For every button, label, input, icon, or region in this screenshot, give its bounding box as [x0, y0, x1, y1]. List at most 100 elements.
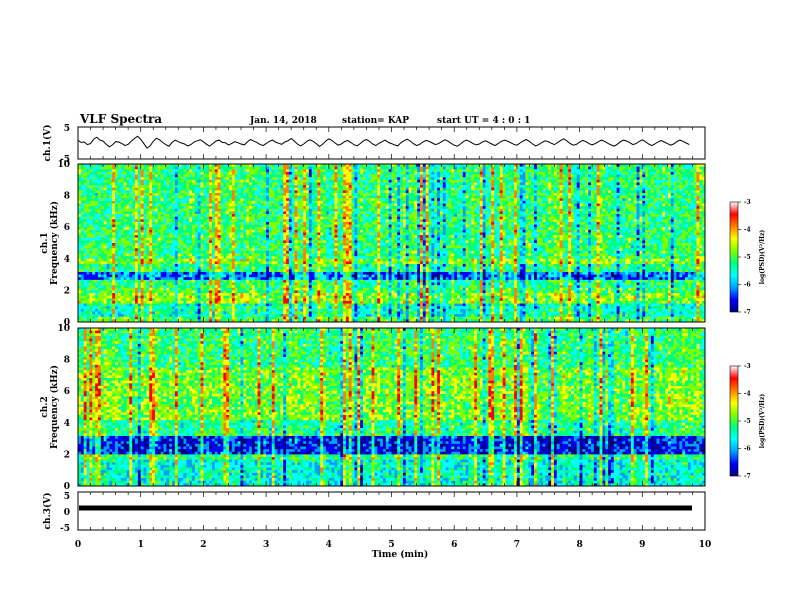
- spectrogram-cell: [98, 214, 101, 217]
- spectrogram-cell: [135, 219, 138, 222]
- spectrogram-cell: [414, 182, 417, 185]
- spectrogram-cell: [272, 211, 275, 214]
- spectrogram-cell: [431, 169, 434, 172]
- spectrogram-cell: [688, 196, 691, 199]
- spectrogram-cell: [201, 182, 204, 185]
- spectrogram-cell: [352, 201, 355, 204]
- spectrogram-cell: [537, 201, 540, 204]
- spectrogram-cell: [651, 185, 654, 188]
- spectrogram-cell: [406, 217, 409, 220]
- spectrogram-cell: [332, 169, 335, 172]
- spectrogram-cell: [372, 219, 375, 222]
- spectrogram-cell: [206, 206, 209, 209]
- spectrogram-cell: [685, 185, 688, 188]
- spectrogram-cell: [614, 198, 617, 201]
- spectrogram-cell: [622, 193, 625, 196]
- spectrogram-cell: [337, 193, 340, 196]
- spectrogram-cell: [258, 201, 261, 204]
- spectrogram-cell: [585, 201, 588, 204]
- spectrogram-cell: [141, 167, 144, 170]
- spectrogram-cell: [600, 172, 603, 175]
- spectrogram-cell: [189, 190, 192, 193]
- spectrogram-cell: [346, 217, 349, 220]
- spectrogram-cell: [278, 201, 281, 204]
- spectrogram-cell: [340, 167, 343, 170]
- spectrogram-cell: [255, 182, 258, 185]
- spectrogram-cell: [366, 196, 369, 199]
- spectrogram-cell: [400, 214, 403, 217]
- spectrogram-cell: [360, 217, 363, 220]
- spectrogram-cell: [286, 204, 289, 207]
- spectrogram-cell: [203, 217, 206, 220]
- spectrogram-cell: [483, 172, 486, 175]
- spectrogram-cell: [617, 182, 620, 185]
- spectrogram-cell: [577, 219, 580, 222]
- spectrogram-cell: [543, 180, 546, 183]
- spectrogram-cell: [315, 169, 318, 172]
- spectrogram-cell: [699, 214, 702, 217]
- spectrogram-cell: [155, 211, 158, 214]
- spectrogram-cell: [491, 214, 494, 217]
- spectrogram-cell: [671, 219, 674, 222]
- spectrogram-cell: [212, 190, 215, 193]
- spectrogram-cell: [468, 193, 471, 196]
- spectrogram-cell: [104, 167, 107, 170]
- spectrogram-cell: [434, 211, 437, 214]
- spectrogram-cell: [591, 175, 594, 178]
- spectrogram-cell: [340, 190, 343, 193]
- spectrogram-cell: [574, 180, 577, 183]
- spectrogram-cell: [520, 196, 523, 199]
- spectrogram-cell: [548, 190, 551, 193]
- spectrogram-cell: [126, 204, 129, 207]
- spectrogram-cell: [201, 188, 204, 191]
- spectrogram-cell: [372, 188, 375, 191]
- spectrogram-cell: [229, 217, 232, 220]
- spectrogram-cell: [275, 211, 278, 214]
- spectrogram-cell: [164, 180, 167, 183]
- spectrogram-cell: [104, 175, 107, 178]
- spectrogram-cell: [571, 193, 574, 196]
- spectrogram-cell: [235, 206, 238, 209]
- spectrogram-cell: [563, 193, 566, 196]
- spectrogram-cell: [95, 185, 98, 188]
- spectrogram-cell: [198, 196, 201, 199]
- spectrogram-cell: [423, 201, 426, 204]
- spectrogram-cell: [517, 172, 520, 175]
- spectrogram-cell: [178, 167, 181, 170]
- spectrogram-cell: [688, 167, 691, 170]
- spectrogram-cell: [329, 172, 332, 175]
- spectrogram-cell: [474, 217, 477, 220]
- spectrogram-cell: [392, 211, 395, 214]
- spectrogram-cell: [383, 193, 386, 196]
- spectrogram-cell: [394, 201, 397, 204]
- spectrogram-cell: [152, 185, 155, 188]
- spectrogram-cell: [637, 182, 640, 185]
- spectrogram-cell: [637, 188, 640, 191]
- spectrogram-cell: [87, 214, 90, 217]
- spectrogram-cell: [138, 180, 141, 183]
- spectrogram-cell: [671, 182, 674, 185]
- spectrogram-cell: [183, 201, 186, 204]
- spectrogram-cell: [551, 219, 554, 222]
- spectrogram-cell: [215, 190, 218, 193]
- spectrogram-cell: [497, 172, 500, 175]
- spectrogram-cell: [440, 211, 443, 214]
- spectrogram-cell: [260, 190, 263, 193]
- spectrogram-cell: [329, 198, 332, 201]
- spectrogram-cell: [486, 172, 489, 175]
- spectrogram-cell: [457, 185, 460, 188]
- spectrogram-cell: [107, 190, 110, 193]
- spectrogram-cell: [380, 201, 383, 204]
- spectrogram-cell: [189, 211, 192, 214]
- spectrogram-cell: [662, 182, 665, 185]
- spectrogram-cell: [471, 204, 474, 207]
- spectrogram-cell: [363, 204, 366, 207]
- spectrogram-cell: [357, 177, 360, 180]
- spectrogram-cell: [685, 209, 688, 212]
- spectrogram-cell: [272, 169, 275, 172]
- spectrogram-cell: [460, 206, 463, 209]
- spectrogram-cell: [508, 172, 511, 175]
- spectrogram-cell: [297, 198, 300, 201]
- spectrogram-cell: [266, 217, 269, 220]
- spectrogram-cell: [389, 188, 392, 191]
